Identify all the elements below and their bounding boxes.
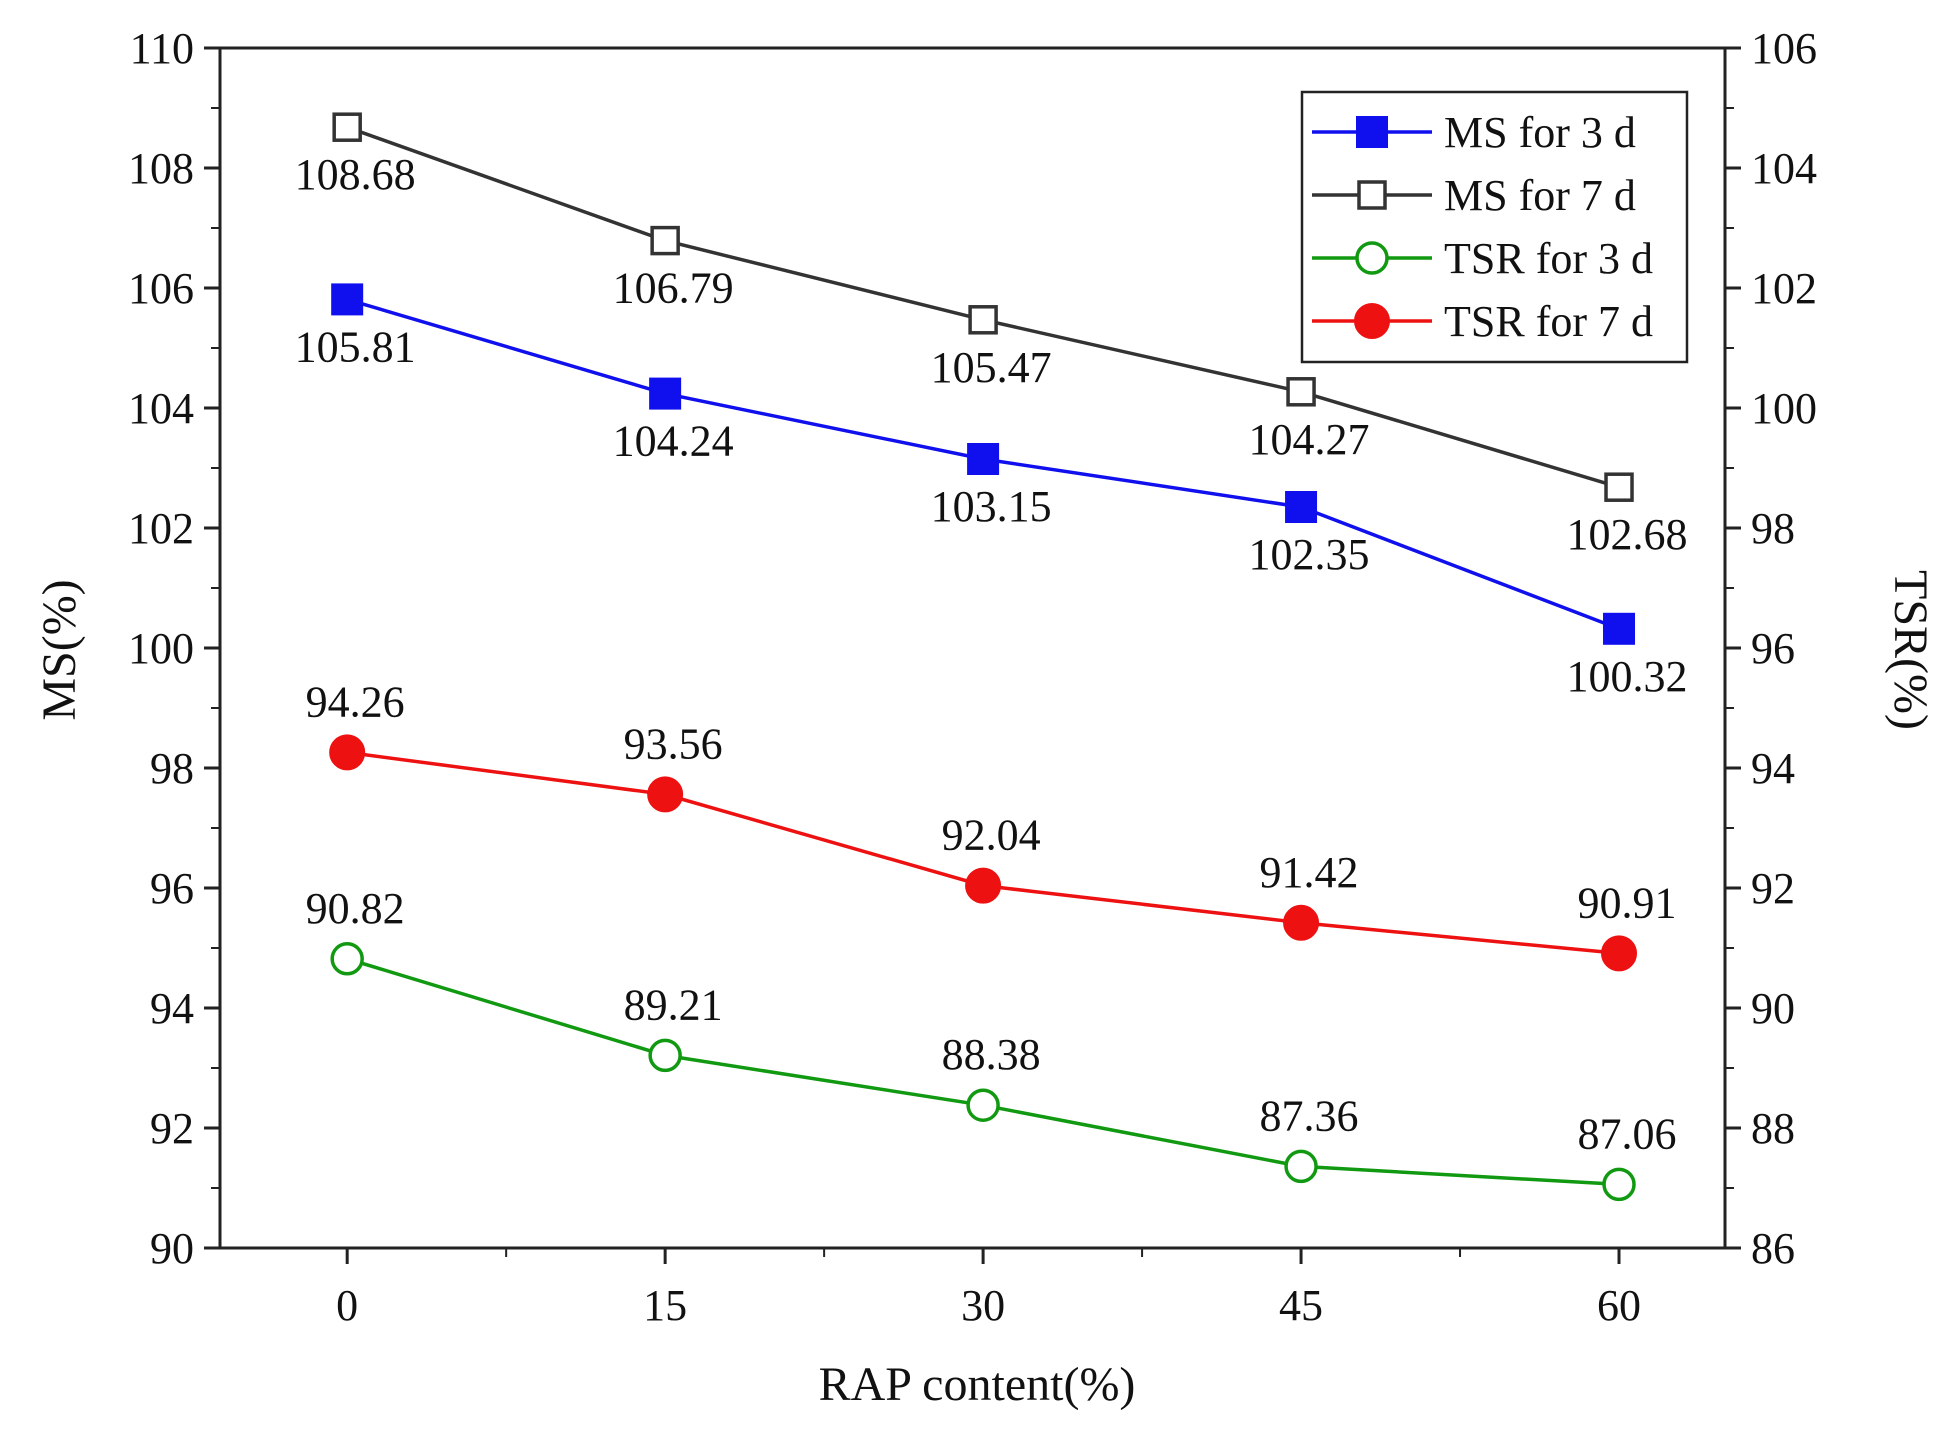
y-tick-label: 108 bbox=[128, 144, 194, 193]
data-label-ms-for-7-d: 108.68 bbox=[295, 150, 416, 199]
data-label-tsr-for-7-d: 90.91 bbox=[1578, 878, 1677, 927]
y2-tick-label: 92 bbox=[1751, 864, 1795, 913]
data-label-tsr-for-7-d: 93.56 bbox=[624, 719, 723, 768]
data-label-tsr-for-3-d: 89.21 bbox=[624, 980, 723, 1029]
data-label-group: 105.81 104.24 103.15 102.35 100.32 108.68 106.… bbox=[295, 150, 1688, 1158]
x-tick-label: 15 bbox=[643, 1281, 687, 1330]
legend-label-ms-for-7-d: MS for 7 d bbox=[1444, 171, 1636, 220]
y-tick-label: 106 bbox=[128, 264, 194, 313]
y-tick-label: 110 bbox=[130, 24, 194, 73]
x-tick-label: 60 bbox=[1597, 1281, 1641, 1330]
data-point-ms-for-3-d bbox=[331, 283, 364, 316]
y-tick-label: 100 bbox=[128, 624, 194, 673]
data-point-ms-for-3-d bbox=[1285, 491, 1318, 523]
data-point-tsr-for-7-d bbox=[965, 867, 1002, 904]
data-label-tsr-for-3-d: 88.38 bbox=[942, 1030, 1041, 1079]
y2-axis-title: TSR(%) bbox=[1884, 570, 1937, 730]
data-point-ms-for-7-d bbox=[650, 225, 680, 256]
y2-tick-label: 90 bbox=[1751, 984, 1795, 1033]
data-label-ms-for-3-d: 103.15 bbox=[931, 482, 1052, 531]
data-point-ms-for-7-d bbox=[1286, 377, 1316, 407]
data-label-tsr-for-3-d: 90.82 bbox=[306, 884, 405, 933]
data-label-ms-for-3-d: 104.24 bbox=[613, 417, 734, 466]
y-axis-title: MS(%) bbox=[33, 579, 86, 720]
y-tick-label: 96 bbox=[150, 864, 194, 913]
legend-label-tsr-for-3-d: TSR for 3 d bbox=[1444, 234, 1653, 283]
data-point-tsr-for-3-d bbox=[1602, 1167, 1636, 1202]
y2-tick-label: 100 bbox=[1751, 384, 1817, 433]
legend-label-ms-for-3-d: MS for 3 d bbox=[1444, 108, 1636, 157]
legend-marker-ms-for-7-d bbox=[1357, 180, 1387, 210]
data-point-ms-for-7-d bbox=[332, 112, 362, 142]
y2-tick-label: 106 bbox=[1751, 24, 1817, 73]
legend-marker-tsr-for-3-d bbox=[1355, 241, 1389, 275]
data-label-ms-for-3-d: 100.32 bbox=[1567, 652, 1688, 701]
data-label-ms-for-7-d: 105.47 bbox=[931, 343, 1052, 392]
y-tick-label: 104 bbox=[128, 384, 194, 433]
y2-tick-label: 96 bbox=[1751, 624, 1795, 673]
x-tick-label: 45 bbox=[1279, 1281, 1323, 1330]
data-point-ms-for-7-d bbox=[1604, 472, 1634, 502]
data-point-tsr-for-3-d bbox=[966, 1088, 1000, 1122]
series-group bbox=[329, 112, 1638, 1202]
data-label-ms-for-3-d: 105.81 bbox=[295, 322, 416, 371]
legend-marker-tsr-for-7-d bbox=[1354, 303, 1390, 339]
data-label-ms-for-7-d: 104.27 bbox=[1249, 415, 1370, 464]
data-label-tsr-for-7-d: 92.04 bbox=[942, 811, 1041, 860]
x-tick-label: 30 bbox=[961, 1281, 1005, 1330]
data-label-tsr-for-7-d: 91.42 bbox=[1260, 848, 1359, 897]
data-point-tsr-for-7-d bbox=[1283, 904, 1320, 941]
y-tick-label: 94 bbox=[150, 984, 194, 1033]
data-label-tsr-for-3-d: 87.06 bbox=[1578, 1109, 1677, 1158]
data-point-tsr-for-3-d bbox=[1284, 1149, 1318, 1184]
y2-tick-label: 94 bbox=[1751, 744, 1795, 793]
y-tick-label: 102 bbox=[128, 504, 194, 553]
data-label-ms-for-7-d: 106.79 bbox=[613, 264, 734, 313]
data-point-ms-for-3-d bbox=[649, 377, 682, 410]
legend-label-tsr-for-7-d: TSR for 7 d bbox=[1444, 297, 1653, 346]
y2-tick-label: 86 bbox=[1751, 1224, 1795, 1273]
data-label-ms-for-7-d: 102.68 bbox=[1567, 510, 1688, 559]
data-label-tsr-for-7-d: 94.26 bbox=[306, 677, 405, 726]
y2-tick-label: 104 bbox=[1751, 144, 1817, 193]
data-point-tsr-for-7-d bbox=[1601, 935, 1638, 972]
y-tick-label: 98 bbox=[150, 744, 194, 793]
data-point-ms-for-7-d bbox=[968, 305, 998, 335]
y2-tick-label: 88 bbox=[1751, 1104, 1795, 1153]
data-point-tsr-for-7-d bbox=[329, 734, 366, 771]
data-point-ms-for-3-d bbox=[967, 443, 1000, 475]
y-tick-label: 92 bbox=[150, 1104, 194, 1153]
legend-marker-ms-for-3-d bbox=[1356, 116, 1388, 148]
y2-tick-label: 102 bbox=[1751, 264, 1817, 313]
x-axis-title: RAP content(%) bbox=[819, 1358, 1136, 1411]
data-point-tsr-for-3-d bbox=[330, 942, 364, 976]
legend: MS for 3 d MS for 7 d TSR for 3 d TSR for 7… bbox=[1300, 90, 1689, 364]
y2-tick-label: 98 bbox=[1751, 504, 1795, 553]
data-point-tsr-for-3-d bbox=[648, 1038, 682, 1073]
data-label-ms-for-3-d: 102.35 bbox=[1249, 530, 1370, 579]
data-point-ms-for-3-d bbox=[1603, 612, 1636, 645]
x-tick-label: 0 bbox=[336, 1281, 358, 1330]
data-point-tsr-for-7-d bbox=[647, 776, 684, 813]
data-label-tsr-for-3-d: 87.36 bbox=[1260, 1091, 1359, 1140]
tick-group: 90 92 94 96 98 100 102 104 106 108 110 86 88 90 92 94 96… bbox=[128, 24, 1817, 1330]
y-tick-label: 90 bbox=[150, 1224, 194, 1273]
